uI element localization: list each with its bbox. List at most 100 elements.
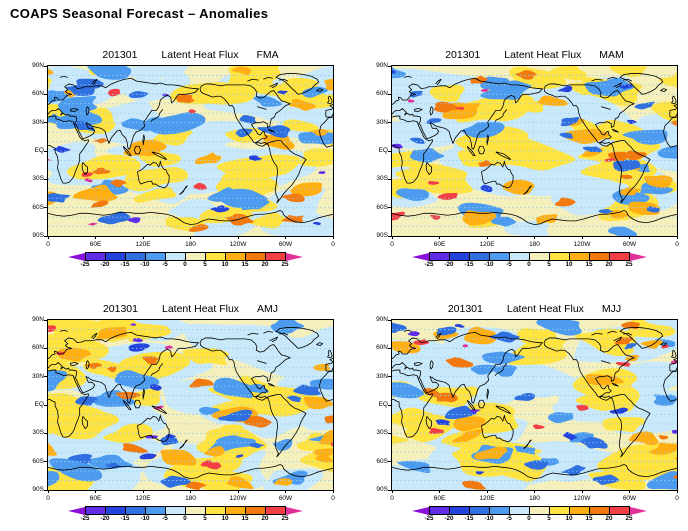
colorbar-segment xyxy=(145,506,166,515)
colorbar-segment xyxy=(205,252,226,261)
colorbar-tick-label: 25 xyxy=(281,261,289,268)
colorbar-tick-label: 0 xyxy=(527,261,531,268)
panel-title-variable: Latent Heat Flux xyxy=(506,303,584,315)
lon-axis-tick xyxy=(142,236,144,239)
lon-axis-tick xyxy=(332,490,334,493)
panel-title: 201301 Latent Heat Flux MJJ xyxy=(448,303,621,315)
lat-axis-label: 30S xyxy=(376,175,388,183)
colorbar-tick-label: -15 xyxy=(120,261,130,268)
colorbar-tick-label: 20 xyxy=(261,515,269,522)
lon-axis-tick xyxy=(285,236,286,239)
lon-axis-label: 0 xyxy=(675,495,679,502)
lat-axis-label: 60N xyxy=(32,90,44,98)
lon-axis-label: 60W xyxy=(622,495,637,502)
lat-axis-label: 30N xyxy=(376,118,388,126)
lat-axis-tick xyxy=(44,461,48,463)
anomaly-map-canvas-mjj xyxy=(392,320,677,490)
colorbar-tick-label: -20 xyxy=(100,515,110,522)
lat-axis-label: EQ xyxy=(378,401,388,408)
lon-axis-tick xyxy=(629,490,630,493)
lat-axis-tick xyxy=(44,319,48,321)
colorbar-tick-label: 25 xyxy=(281,515,289,522)
lat-axis-label: 60S xyxy=(32,457,44,465)
colorbar-tick-label: -25 xyxy=(424,515,434,522)
colorbar-segment xyxy=(105,252,126,261)
colorbar-segment xyxy=(265,252,286,261)
panel-title-season: FMA xyxy=(256,49,279,61)
lat-axis-label: EQ xyxy=(34,147,44,154)
lon-axis-label: 120W xyxy=(229,495,247,502)
lon-axis-label: 60E xyxy=(89,241,102,248)
colorbar-segment xyxy=(225,506,246,515)
colorbar-tick-label: 10 xyxy=(221,261,229,268)
lat-axis-tick xyxy=(44,65,48,67)
lon-axis-label: 120E xyxy=(135,241,151,248)
lat-axis-tick xyxy=(44,235,48,237)
colorbar: -25 -20 -15 -10 -5 0 5 10 15 20 25 xyxy=(412,505,656,522)
panel-title-variable: Latent Heat Flux xyxy=(161,49,239,61)
lon-axis-tick xyxy=(47,490,49,493)
lat-axis-label: 90S xyxy=(376,486,388,493)
panel-title: 201301 Latent Heat Flux AMJ xyxy=(103,303,278,315)
lon-axis-tick xyxy=(486,236,488,239)
colorbar-segment xyxy=(185,506,206,515)
colorbar-segment xyxy=(529,252,550,261)
colorbar-tick-label: -10 xyxy=(140,261,150,268)
lon-axis-tick xyxy=(439,490,440,493)
colorbar-segment xyxy=(469,506,490,515)
lat-axis-label: 90S xyxy=(32,486,44,493)
colorbar-segment xyxy=(265,506,286,515)
lon-axis-tick xyxy=(190,236,191,239)
colorbar-segment xyxy=(85,506,106,515)
colorbar-arrow-low xyxy=(68,252,85,261)
lat-axis-label: 60S xyxy=(32,203,44,211)
lat-axis-tick xyxy=(388,122,392,124)
colorbar-tick-label: 5 xyxy=(547,261,551,268)
colorbar-tick-label: -20 xyxy=(444,515,454,522)
lat-axis-label: 60S xyxy=(376,457,388,465)
lon-axis-label: 60W xyxy=(278,241,293,248)
lon-axis-label: 0 xyxy=(46,241,50,248)
lon-axis-label: 120W xyxy=(573,495,591,502)
lat-axis-tick xyxy=(44,122,48,124)
colorbar-arrow-high xyxy=(286,506,303,515)
lat-axis-tick xyxy=(388,65,392,67)
lon-axis-tick xyxy=(285,490,286,493)
panel-title-date: 201301 xyxy=(445,49,481,61)
colorbar-tick-label: 0 xyxy=(527,515,531,522)
lat-axis-tick xyxy=(388,150,392,152)
lon-axis-label: 180 xyxy=(529,241,540,248)
lon-axis-label: 120E xyxy=(479,241,495,248)
colorbar-segment xyxy=(529,506,550,515)
lon-axis-label: 0 xyxy=(675,241,679,248)
lat-axis-label: 60N xyxy=(376,90,388,98)
lat-axis-label: EQ xyxy=(378,147,388,154)
lon-axis-tick xyxy=(142,490,144,493)
colorbar-tick-label: -10 xyxy=(484,261,494,268)
lat-axis-label: 30N xyxy=(32,372,44,380)
lon-axis-tick xyxy=(237,236,239,239)
colorbar-segment xyxy=(489,252,510,261)
colorbar-tick-label: 15 xyxy=(585,515,593,522)
colorbar-segment xyxy=(469,252,490,261)
panel-title-season: AMJ xyxy=(257,303,279,315)
colorbar-tick-label: -10 xyxy=(484,515,494,522)
colorbar-segment xyxy=(449,252,470,261)
lon-axis-label: 60W xyxy=(278,495,293,502)
lat-axis-tick xyxy=(44,207,48,209)
lat-axis-tick xyxy=(44,376,48,378)
lon-axis-tick xyxy=(581,236,583,239)
colorbar-segment xyxy=(509,506,530,515)
panel-title-season: MAM xyxy=(599,49,624,61)
lon-axis-label: 180 xyxy=(185,241,196,248)
colorbar-tick-label: -5 xyxy=(506,515,512,522)
colorbar-segment xyxy=(145,252,166,261)
colorbar-segment xyxy=(549,506,570,515)
colorbar-tick-label: 10 xyxy=(565,261,573,268)
colorbar-tick-label: 15 xyxy=(241,515,249,522)
lat-axis-tick xyxy=(44,150,48,152)
colorbar-tick-label: 0 xyxy=(183,261,187,268)
panel-title-season: MJJ xyxy=(601,303,622,315)
colorbar-segment xyxy=(429,252,450,261)
colorbar-tick-label: 20 xyxy=(261,261,269,268)
